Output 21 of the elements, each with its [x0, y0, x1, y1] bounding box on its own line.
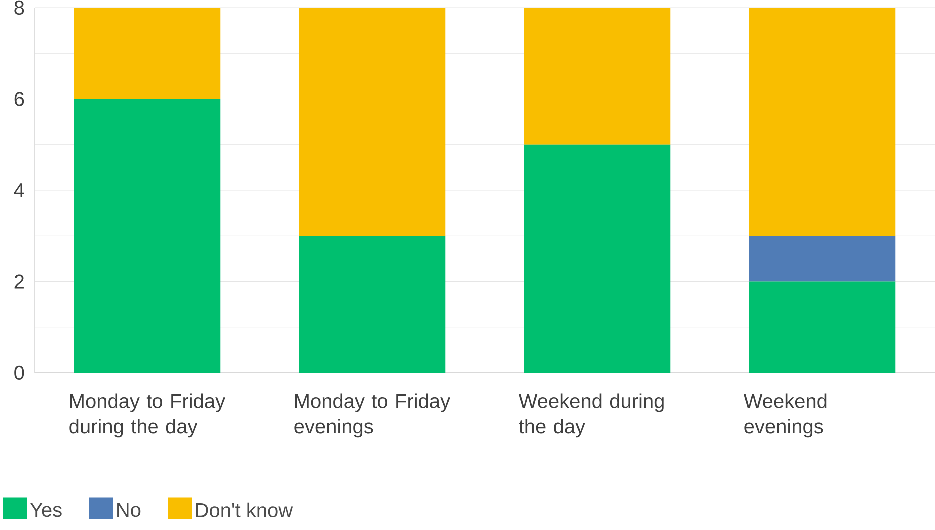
legend-label: No	[118, 503, 141, 518]
bar	[299, 236, 446, 373]
y-tick-label: 6	[14, 92, 24, 106]
x-tick-label: Weekend evenings	[744, 394, 827, 438]
bar	[524, 8, 671, 145]
bar	[749, 8, 896, 236]
bar	[749, 236, 896, 282]
y-tick-label: 8	[14, 0, 24, 16]
legend-label: Yes	[30, 503, 62, 518]
bar	[74, 8, 221, 100]
bar	[74, 99, 221, 373]
bar	[749, 282, 896, 373]
y-tick-label: 0	[14, 366, 24, 380]
y-tick-label: 2	[14, 274, 24, 289]
x-tick-label: Weekend during the day	[518, 394, 664, 438]
y-tick-label: 4	[14, 184, 24, 198]
x-tick-label: Monday to Friday during the day	[70, 394, 226, 438]
legend-label: Don't know	[196, 502, 294, 518]
bar	[524, 144, 671, 373]
bar	[299, 8, 446, 236]
x-tick-label: Monday to Friday evenings	[294, 394, 450, 438]
